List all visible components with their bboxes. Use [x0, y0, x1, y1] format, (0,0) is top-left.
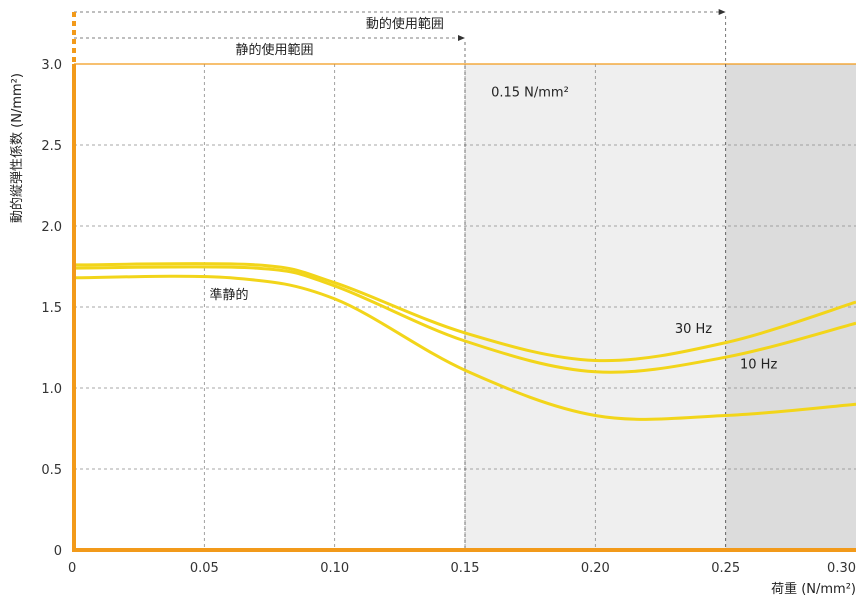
series-line-2 [73, 274, 856, 421]
annotation-3: 準静的 [210, 287, 249, 303]
x-tick-label-0: 0 [68, 561, 76, 576]
annotations: 0.15 N/mm² 30 Hz 10 Hz 準静的 [210, 85, 778, 372]
annotation-2: 10 Hz [740, 358, 777, 373]
y-axis-label: 動的縦弾性係数 (N/mm²) [9, 73, 25, 223]
y-tick-label-1: 0.5 [41, 463, 62, 478]
y-tick-label-0: 0 [54, 544, 62, 559]
annotation-0: 0.15 N/mm² [491, 85, 569, 100]
y-tick-label-6: 3.0 [41, 58, 62, 73]
shaded-regions [465, 64, 856, 550]
x-tick-label-1: 0.05 [190, 561, 219, 576]
tick-labels: 0 0.05 0.10 0.15 0.20 0.25 0.30 0 0.5 1.0 1.5 2.0 2.… [41, 58, 856, 576]
axes [72, 12, 856, 552]
x-axis-label: 荷重 (N/mm²) [771, 581, 856, 597]
x-tick-label-4: 0.20 [581, 561, 610, 576]
range-label-0: 動的使用範囲 [366, 16, 444, 32]
x-tick-label-6: 0.30 [827, 561, 856, 576]
y-tick-label-5: 2.5 [41, 139, 62, 154]
series-lines [73, 262, 856, 421]
series-line-1 [73, 265, 856, 374]
series-line-0 [73, 262, 856, 363]
y-tick-label-4: 2.0 [41, 220, 62, 235]
annotation-1: 30 Hz [675, 322, 712, 337]
y-tick-label-3: 1.5 [41, 301, 62, 316]
x-tick-label-5: 0.25 [711, 561, 740, 576]
x-tick-label-3: 0.15 [451, 561, 480, 576]
y-tick-label-2: 1.0 [41, 382, 62, 397]
x-tick-label-2: 0.10 [320, 561, 349, 576]
range-label-1: 静的使用範囲 [235, 42, 313, 58]
range-arrowhead-1 [458, 35, 465, 41]
range-arrowhead-0 [718, 9, 726, 15]
